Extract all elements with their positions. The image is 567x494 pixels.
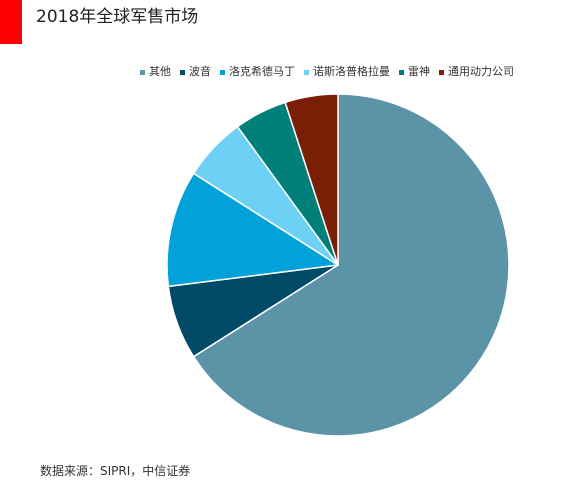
legend-label: 其他 [149,65,171,78]
legend-label: 诺斯洛普格拉曼 [313,65,390,78]
title-accent-bar [0,0,22,44]
legend-swatch [304,69,309,75]
legend-swatch [220,69,225,75]
pie-slice [284,93,339,266]
source-note: 数据来源：SIPRI，中信证券 [40,464,191,478]
chart-legend: 其他 波音 洛克希德马丁 诺斯洛普格拉曼 雷神 通用动力公司 [140,64,523,80]
legend-item: 雷神 [399,64,430,80]
pie-slice [192,93,510,437]
legend-item: 其他 [140,64,171,80]
legend-label: 通用动力公司 [448,65,514,78]
legend-swatch [140,69,145,75]
chart-title: 2018年全球军售市场 [36,7,199,27]
legend-item: 诺斯洛普格拉曼 [304,64,390,80]
legend-item: 洛克希德马丁 [220,64,295,80]
legend-label: 波音 [189,65,211,78]
legend-item: 波音 [180,64,211,80]
legend-swatch [399,69,404,75]
pie-slice [166,172,339,288]
legend-label: 洛克希德马丁 [229,65,295,78]
legend-swatch [180,69,185,75]
legend-item: 通用动力公司 [439,64,514,80]
legend-label: 雷神 [408,65,430,78]
legend-swatch [439,69,444,75]
